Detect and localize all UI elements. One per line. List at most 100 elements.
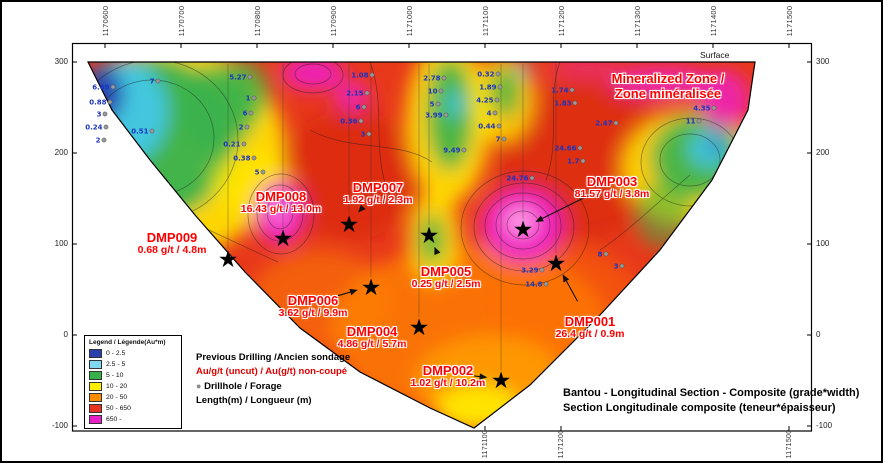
drillhole-point bbox=[101, 137, 107, 143]
drillhole-point-value: 6 bbox=[243, 110, 248, 118]
drillhole-result: 4.86 g/t / 5.7m bbox=[337, 338, 407, 351]
top-axis-label: 1171000 bbox=[404, 5, 414, 37]
legend-label: 2.5 - 5 bbox=[106, 361, 126, 368]
drillhole-point-value: 3 bbox=[361, 131, 366, 139]
drill-collar-star: ★ bbox=[409, 315, 430, 341]
drillhole-dot-icon: ● bbox=[196, 380, 202, 391]
drillhole-point-value: 11 bbox=[686, 118, 696, 126]
drillhole-point-value: 1 bbox=[246, 95, 251, 103]
top-axis-label: 1171500 bbox=[784, 5, 794, 37]
drillhole-point-value: 0.21 bbox=[223, 141, 240, 149]
drillhole-point-value: 0.32 bbox=[477, 71, 494, 79]
drillhole-point-value: 0.38 bbox=[233, 155, 250, 163]
drillhole-point bbox=[494, 97, 500, 103]
legend-label: 650 - bbox=[106, 416, 122, 423]
drillhole-point-value: 24.66 bbox=[554, 145, 576, 153]
drill-collar-star: ★ bbox=[546, 251, 567, 277]
drill-leader-arrow bbox=[473, 373, 488, 380]
legend-swatch bbox=[89, 371, 102, 380]
notes-drillhole: ● Drillhole / Forage bbox=[196, 380, 350, 394]
drillhole-point-value: 6.69 bbox=[92, 84, 109, 92]
drillhole-point bbox=[529, 175, 535, 181]
drillhole-point bbox=[244, 124, 250, 130]
drill-collar-star: ★ bbox=[361, 275, 382, 301]
drillhole-name: DMP001 bbox=[564, 314, 616, 329]
drillhole-result: 81.57 g/t / 3.8m bbox=[574, 188, 650, 201]
drillhole-point bbox=[495, 71, 501, 77]
drillhole-point bbox=[358, 118, 364, 124]
drillhole-point-value: 10 bbox=[428, 88, 438, 96]
legend-item: 10 - 20 bbox=[89, 381, 177, 392]
drillhole-name: DMP004 bbox=[346, 324, 398, 339]
drill-leader-arrow bbox=[434, 246, 441, 256]
drill-collar-star: ★ bbox=[218, 247, 239, 273]
legend-rows: 0 - 2.5 2.5 - 5 5 - 10 10 - 20 20 - 50 50 - 6… bbox=[89, 348, 177, 425]
legend-swatch bbox=[89, 349, 102, 358]
drillhole-label-DMP006: DMP006 3.62 g/t / 9.9m bbox=[279, 293, 348, 320]
drillhole-point-value: 2 bbox=[96, 137, 101, 145]
drillhole-point bbox=[149, 128, 155, 134]
legend-item: 5 - 10 bbox=[89, 370, 177, 381]
drillhole-point bbox=[260, 169, 266, 175]
drillhole-point-value: 4 bbox=[487, 110, 492, 118]
drillhole-point bbox=[247, 74, 253, 80]
top-axis-label: 1170600 bbox=[100, 5, 110, 37]
elevation-label-right: -100 bbox=[816, 421, 833, 430]
mineralized-zone-line2: Zone minéralisée bbox=[614, 85, 722, 101]
drillhole-point bbox=[364, 90, 370, 96]
drill-collar-star: ★ bbox=[273, 226, 294, 252]
drillhole-point bbox=[569, 87, 575, 93]
drill-leader-arrow bbox=[535, 195, 589, 222]
drillhole-point bbox=[366, 131, 372, 137]
legend-label: 50 - 650 bbox=[106, 405, 131, 412]
legend-item: 20 - 50 bbox=[89, 392, 177, 403]
legend-item: 2.5 - 5 bbox=[89, 359, 177, 370]
drill-collar-star: ★ bbox=[419, 223, 440, 249]
elevation-label-right: 200 bbox=[816, 148, 830, 157]
legend-swatch bbox=[89, 404, 102, 413]
elevation-label-right: 300 bbox=[816, 57, 830, 66]
mineralized-zone-label: Mineralized Zone / Zone minéralisée bbox=[612, 71, 725, 102]
drillhole-point-value: 2.78 bbox=[423, 75, 440, 83]
top-axis-label: 1170700 bbox=[176, 5, 186, 37]
drillhole-label-DMP004: DMP004 4.86 g/t / 5.7m bbox=[337, 324, 407, 351]
drillhole-label-DMP007: DMP007 1.92 g/t / 2.3m bbox=[344, 180, 413, 207]
legend-label: 10 - 20 bbox=[106, 383, 128, 390]
elevation-label-left: 100 bbox=[54, 239, 68, 248]
legend-item: 0 - 2.5 bbox=[89, 348, 177, 359]
drillhole-result: 0.68 g/t / 4.8m bbox=[137, 244, 207, 257]
drillhole-point bbox=[241, 141, 247, 147]
bottom-axis-label: 1171500 bbox=[785, 429, 793, 459]
drillhole-point-value: 0.24 bbox=[85, 124, 102, 132]
legend-swatch bbox=[89, 393, 102, 402]
section-outline bbox=[87, 61, 756, 429]
drillhole-point-value: 2.15 bbox=[346, 90, 363, 98]
drillhole-point-value: 6 bbox=[356, 104, 361, 112]
drillhole-result: 16.43 g/t / 13.0m bbox=[240, 203, 322, 216]
legend-title: Legend / Légende(Au*m) bbox=[89, 339, 166, 346]
drillhole-point bbox=[103, 124, 109, 130]
drillhole-result: 26.4 g/t / 0.9m bbox=[555, 328, 625, 341]
elevation-label-right: 0 bbox=[816, 330, 821, 339]
drillhole-point-value: 3.29 bbox=[521, 267, 538, 275]
drillhole-point-value: 1.7 bbox=[567, 158, 580, 166]
drillhole-name: DMP002 bbox=[422, 363, 474, 378]
legend-label: 20 - 50 bbox=[106, 394, 128, 401]
drillhole-name: DMP008 bbox=[255, 189, 307, 204]
drillhole-point-value: 0.36 bbox=[340, 118, 357, 126]
plot-frame bbox=[71, 42, 813, 432]
drillhole-point bbox=[501, 136, 507, 142]
legend-swatch bbox=[89, 415, 102, 424]
drillhole-point-value: 8 bbox=[598, 251, 603, 259]
drillhole-point-value: 5.27 bbox=[229, 74, 246, 82]
section-title-line2: Section Longitudinale composite (teneur*… bbox=[563, 401, 836, 414]
drillhole-point-value: 24.76 bbox=[506, 175, 528, 183]
drillhole-name: DMP009 bbox=[146, 230, 198, 245]
drillhole-point-value: 5 bbox=[255, 169, 260, 177]
legend-label: 0 - 2.5 bbox=[106, 350, 126, 357]
notes-length: Length(m) / Longueur (m) bbox=[196, 394, 312, 406]
previous-drilling-notes: Previous Drilling /Ancien sondage Au/g/t… bbox=[196, 351, 350, 408]
drillhole-point bbox=[251, 155, 257, 161]
drillhole-label-DMP003: DMP003 81.57 g/t / 3.8m bbox=[574, 174, 650, 201]
